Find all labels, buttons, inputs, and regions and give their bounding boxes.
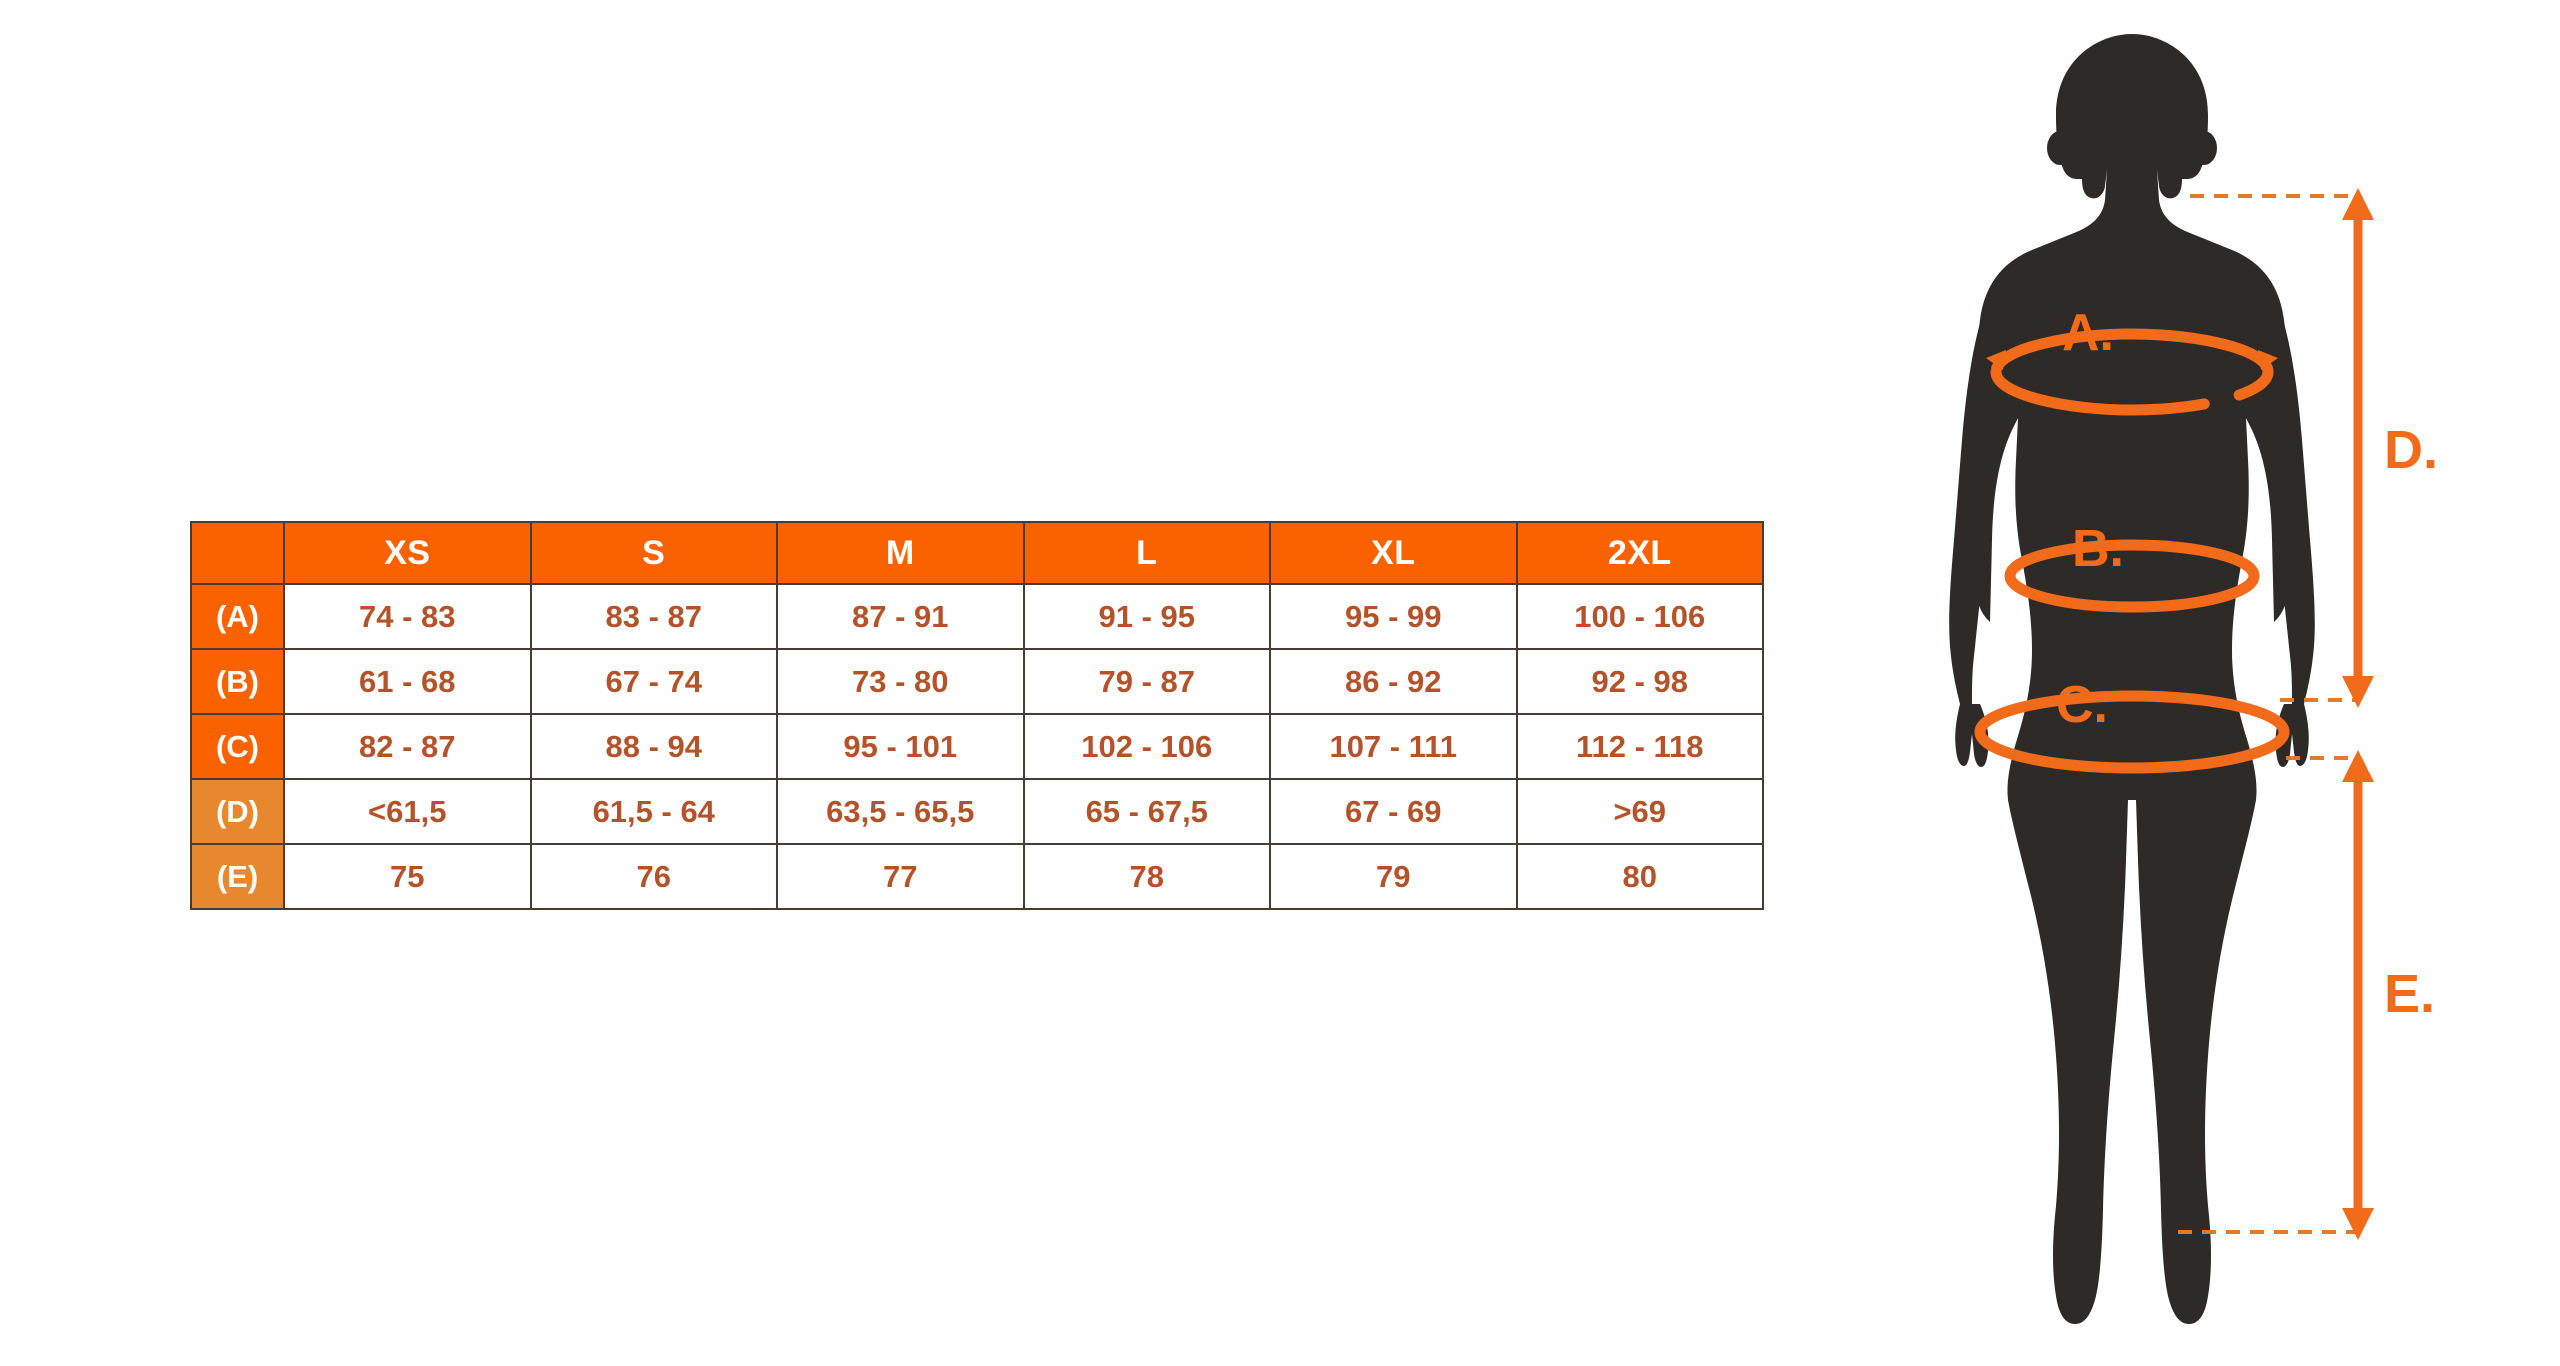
female-silhouette-icon	[1949, 34, 2315, 1324]
cell-d-2xl: >69	[1515, 778, 1764, 845]
cell-a-m: 87 - 91	[776, 583, 1025, 650]
table-row: (A) 74 - 83 83 - 87 87 - 91 91 - 95 95 -…	[190, 583, 1764, 650]
cell-b-xs: 61 - 68	[283, 648, 532, 715]
cell-e-s: 76	[529, 843, 778, 910]
size-header-xl: XL	[1269, 521, 1518, 585]
cell-b-s: 67 - 74	[529, 648, 778, 715]
dimension-line-d	[2190, 188, 2374, 708]
dimension-line-e	[2178, 750, 2374, 1240]
table-row: (B) 61 - 68 67 - 74 73 - 80 79 - 87 86 -…	[190, 648, 1764, 715]
cell-a-xl: 95 - 99	[1269, 583, 1518, 650]
measurement-ring-b	[2004, 539, 2260, 613]
measurement-ring-a	[1986, 328, 2278, 416]
cell-c-l: 102 - 106	[1022, 713, 1271, 780]
ring-label-c: C.	[2056, 676, 2108, 734]
table-header-row: XS S M L XL 2XL	[190, 521, 1764, 585]
ring-label-a: A.	[2062, 304, 2114, 362]
cell-d-s: 61,5 - 64	[529, 778, 778, 845]
cell-e-2xl: 80	[1515, 843, 1764, 910]
cell-a-xs: 74 - 83	[283, 583, 532, 650]
measurement-ring-c	[1974, 690, 2290, 774]
size-chart-table: XS S M L XL 2XL (A) 74 - 83 83 - 87 87 -…	[190, 521, 1764, 910]
cell-c-m: 95 - 101	[776, 713, 1025, 780]
cell-b-m: 73 - 80	[776, 648, 1025, 715]
cell-d-xs: <61,5	[283, 778, 532, 845]
table-row: (D) <61,5 61,5 - 64 63,5 - 65,5 65 - 67,…	[190, 778, 1764, 845]
row-label-e: (E)	[190, 843, 285, 910]
cell-e-xs: 75	[283, 843, 532, 910]
table-row: (E) 75 76 77 78 79 80	[190, 843, 1764, 910]
dimension-label-e: E.	[2384, 964, 2435, 1024]
dimension-label-d: D.	[2384, 420, 2438, 480]
cell-d-xl: 67 - 69	[1269, 778, 1518, 845]
cell-e-xl: 79	[1269, 843, 1518, 910]
row-label-d: (D)	[190, 778, 285, 845]
cell-c-xs: 82 - 87	[283, 713, 532, 780]
body-measurement-diagram: A. B. C. D. E.	[1860, 20, 2500, 1350]
cell-c-2xl: 112 - 118	[1515, 713, 1764, 780]
size-header-s: S	[529, 521, 778, 585]
cell-d-l: 65 - 67,5	[1022, 778, 1271, 845]
size-header-2xl: 2XL	[1515, 521, 1764, 585]
table-corner-cell	[190, 521, 285, 585]
cell-b-l: 79 - 87	[1022, 648, 1271, 715]
size-chart-table-container: XS S M L XL 2XL (A) 74 - 83 83 - 87 87 -…	[190, 521, 1764, 910]
cell-a-2xl: 100 - 106	[1515, 583, 1764, 650]
cell-b-2xl: 92 - 98	[1515, 648, 1764, 715]
cell-c-s: 88 - 94	[529, 713, 778, 780]
size-header-xs: XS	[283, 521, 532, 585]
row-label-a: (A)	[190, 583, 285, 650]
cell-e-l: 78	[1022, 843, 1271, 910]
row-label-c: (C)	[190, 713, 285, 780]
size-header-l: L	[1022, 521, 1271, 585]
table-row: (C) 82 - 87 88 - 94 95 - 101 102 - 106 1…	[190, 713, 1764, 780]
ring-label-b: B.	[2072, 520, 2124, 578]
cell-d-m: 63,5 - 65,5	[776, 778, 1025, 845]
size-header-m: M	[776, 521, 1025, 585]
cell-c-xl: 107 - 111	[1269, 713, 1518, 780]
cell-b-xl: 86 - 92	[1269, 648, 1518, 715]
cell-e-m: 77	[776, 843, 1025, 910]
cell-a-l: 91 - 95	[1022, 583, 1271, 650]
row-label-b: (B)	[190, 648, 285, 715]
cell-a-s: 83 - 87	[529, 583, 778, 650]
